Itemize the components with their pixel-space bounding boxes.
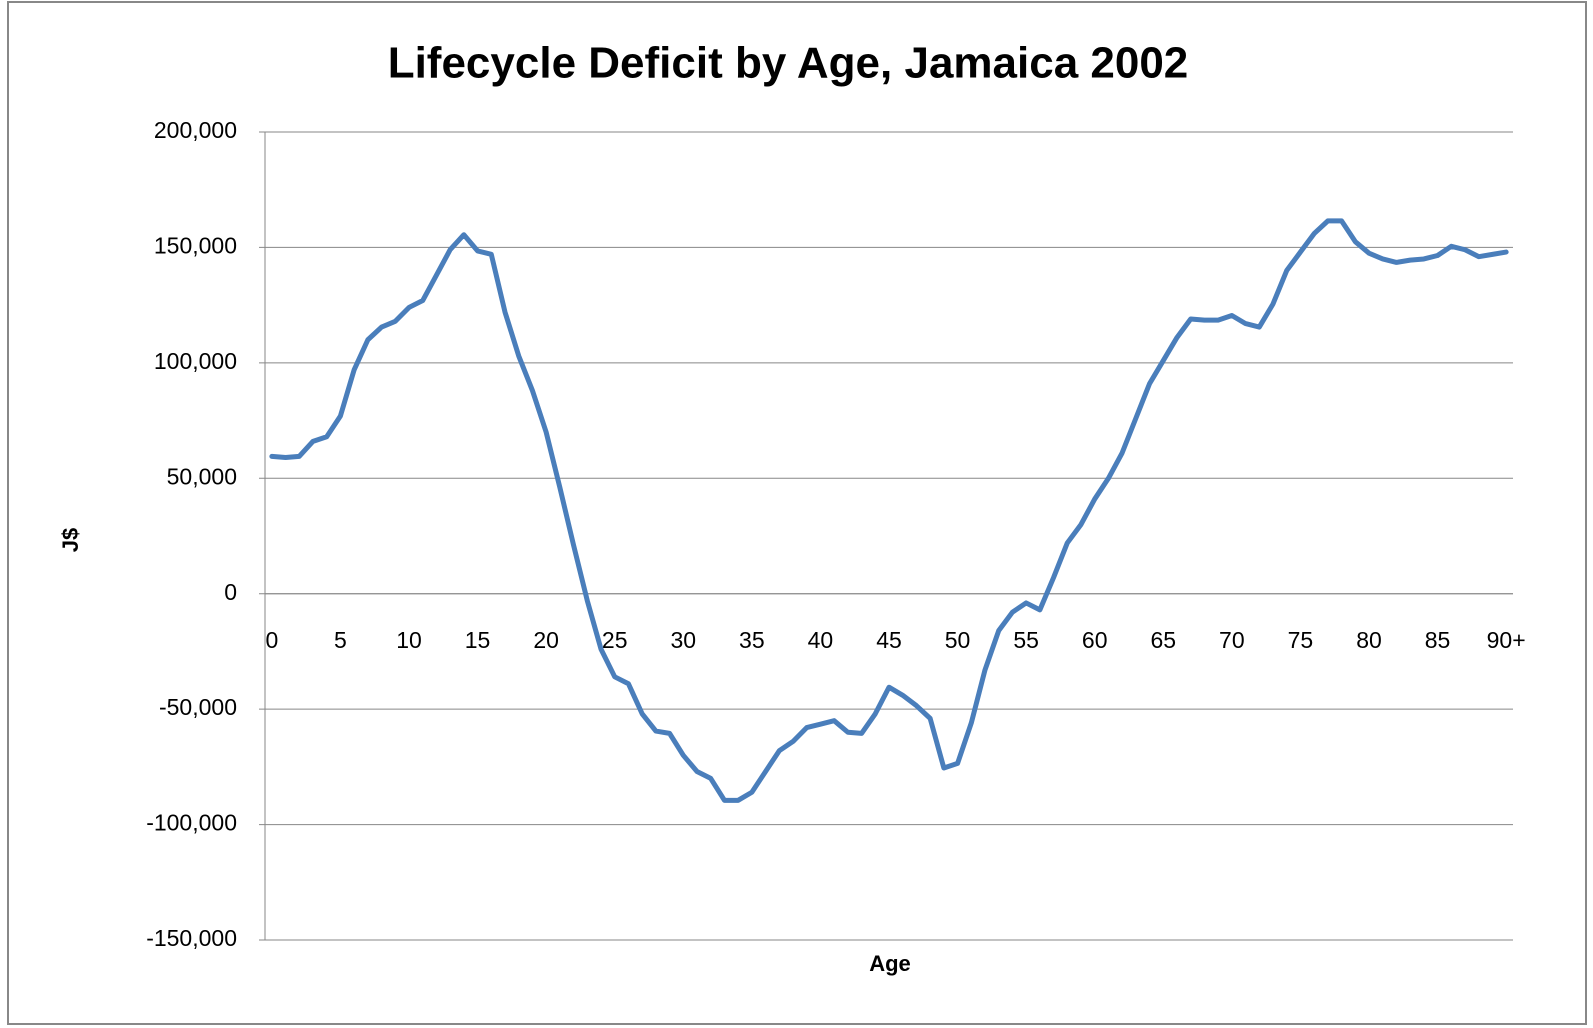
x-tick-label: 10 (396, 627, 422, 653)
y-tick-label: -50,000 (159, 694, 237, 720)
chart-title: Lifecycle Deficit by Age, Jamaica 2002 (388, 39, 1189, 88)
y-tick-label: 50,000 (167, 463, 237, 489)
y-tick-label: 200,000 (154, 117, 237, 143)
x-tick-label: 60 (1082, 627, 1108, 653)
x-tick-label: 85 (1425, 627, 1451, 653)
x-tick-label: 35 (739, 627, 765, 653)
x-tick-label: 90+ (1487, 627, 1526, 653)
chart-frame (7, 1, 1587, 1025)
x-tick-label: 20 (533, 627, 559, 653)
x-tick-label: 5 (334, 627, 347, 653)
x-tick-label: 45 (876, 627, 902, 653)
x-tick-label: 80 (1356, 627, 1382, 653)
x-tick-label: 30 (670, 627, 696, 653)
y-axis-label: J$ (58, 528, 83, 552)
y-tick-label: -100,000 (146, 810, 237, 836)
x-tick-label: 65 (1150, 627, 1176, 653)
x-tick-label: 15 (465, 627, 491, 653)
x-tick-label: 50 (945, 627, 971, 653)
x-tick-label: 0 (265, 627, 278, 653)
y-tick-label: 150,000 (154, 233, 237, 259)
y-tick-label: -150,000 (146, 925, 237, 951)
x-tick-label: 70 (1219, 627, 1245, 653)
x-tick-label: 40 (808, 627, 834, 653)
data-line (269, 218, 1509, 803)
y-tick-label: 100,000 (154, 348, 237, 374)
x-axis-label: Age (869, 951, 911, 976)
x-tick-label: 75 (1288, 627, 1314, 653)
x-tick-label: 55 (1013, 627, 1039, 653)
y-tick-label: 0 (224, 579, 237, 605)
x-tick-label: 25 (602, 627, 628, 653)
